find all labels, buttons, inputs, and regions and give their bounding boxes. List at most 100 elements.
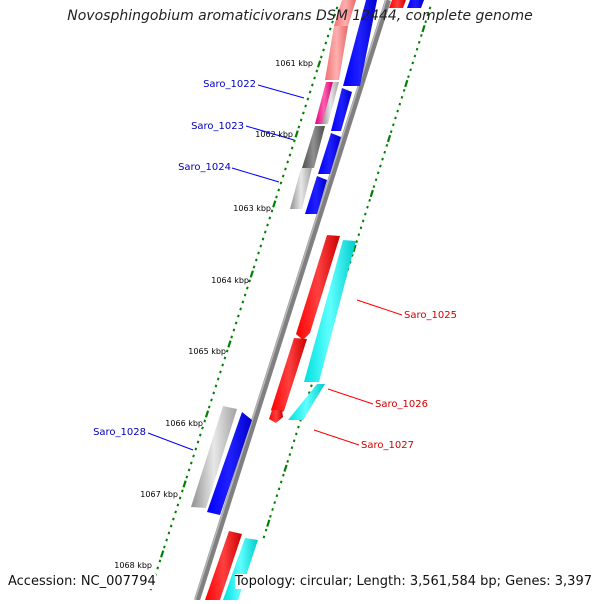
backbone bbox=[194, 0, 391, 601]
minor-tick bbox=[402, 88, 406, 92]
minor-tick bbox=[424, 20, 428, 24]
minor-tick bbox=[288, 453, 292, 456]
minor-tick bbox=[351, 253, 354, 257]
scale-label: 1063 kbp bbox=[233, 204, 271, 213]
leader-saro-1027 bbox=[313, 429, 360, 446]
scale-label: 1066 kbp bbox=[165, 419, 203, 428]
minor-tick bbox=[262, 535, 266, 539]
minor-tick bbox=[176, 503, 180, 507]
minor-tick bbox=[383, 150, 387, 154]
backbone-line bbox=[194, 0, 391, 601]
gene-blue-top bbox=[343, 0, 377, 86]
minor-tick bbox=[266, 223, 269, 227]
minor-tick bbox=[237, 314, 240, 318]
gene-label-saro-1027[interactable]: Saro_1027 bbox=[361, 440, 414, 451]
minor-tick bbox=[169, 524, 173, 528]
minor-tick bbox=[178, 496, 182, 500]
minor-tick bbox=[174, 510, 177, 514]
minor-tick bbox=[221, 363, 225, 367]
gene-label-saro-1028[interactable]: Saro_1028 bbox=[93, 427, 146, 438]
gene-blue-topright bbox=[407, 0, 424, 8]
minor-tick bbox=[196, 440, 200, 444]
minor-tick bbox=[357, 233, 361, 237]
minor-tick bbox=[167, 531, 171, 535]
minor-tick bbox=[281, 174, 285, 178]
minor-tick bbox=[389, 130, 393, 134]
minor-tick bbox=[165, 538, 168, 542]
gene-label-saro-1026[interactable]: Saro_1026 bbox=[375, 399, 428, 410]
minor-tick bbox=[297, 125, 301, 129]
major-tick bbox=[404, 79, 409, 88]
minor-tick bbox=[328, 27, 332, 31]
minor-tick bbox=[286, 459, 289, 463]
minor-tick bbox=[246, 286, 249, 290]
gene-saro-1028 bbox=[191, 406, 237, 508]
gene-label-saro-1025[interactable]: Saro_1025 bbox=[404, 310, 457, 321]
minor-tick bbox=[163, 545, 166, 549]
gene-cyan-bottom bbox=[223, 538, 258, 600]
minor-tick bbox=[181, 489, 184, 493]
gene-label-saro-1023[interactable]: Saro_1023 bbox=[191, 121, 244, 132]
gene-blue-1024 bbox=[305, 176, 327, 214]
minor-tick bbox=[214, 384, 218, 388]
minor-tick bbox=[187, 468, 191, 472]
scale-label: 1062 kbp bbox=[255, 130, 293, 139]
minor-tick bbox=[210, 398, 213, 402]
minor-tick bbox=[257, 251, 260, 255]
major-tick bbox=[160, 550, 165, 558]
minor-tick bbox=[277, 188, 281, 192]
minor-tick bbox=[363, 212, 367, 216]
minor-tick bbox=[331, 20, 334, 24]
minor-tick bbox=[394, 116, 397, 120]
map-title: Novosphingobium aromaticivorans DSM 1244… bbox=[67, 8, 533, 24]
minor-tick bbox=[277, 487, 281, 491]
scale-label: 1064 kbp bbox=[211, 276, 249, 285]
minor-tick bbox=[392, 123, 395, 127]
major-tick bbox=[272, 200, 277, 208]
minor-tick bbox=[398, 102, 402, 106]
minor-tick bbox=[219, 370, 222, 374]
minor-tick bbox=[271, 508, 274, 511]
gene-saro-1023 bbox=[302, 126, 325, 168]
major-tick bbox=[294, 130, 299, 138]
minor-tick bbox=[381, 157, 384, 161]
minor-tick bbox=[225, 349, 229, 353]
scale-label: 1067 kbp bbox=[140, 490, 178, 499]
scale-labels: 1061 kbp 1062 kbp 1063 kbp 1064 kbp 1065… bbox=[114, 59, 313, 570]
minor-tick bbox=[310, 384, 313, 388]
minor-tick bbox=[194, 447, 198, 451]
gene-blue-1023 bbox=[318, 133, 341, 174]
minor-tick bbox=[239, 307, 242, 311]
minor-tick bbox=[286, 160, 290, 164]
minor-tick bbox=[302, 111, 305, 115]
minor-tick bbox=[270, 209, 274, 213]
gene-label-saro-1022[interactable]: Saro_1022 bbox=[203, 79, 256, 90]
minor-tick bbox=[366, 205, 369, 209]
minor-tick bbox=[156, 566, 160, 570]
minor-tick bbox=[158, 559, 162, 563]
gene-blue-1022 bbox=[331, 88, 352, 131]
minor-tick bbox=[400, 95, 404, 99]
minor-tick bbox=[243, 293, 247, 297]
minor-tick bbox=[409, 68, 412, 72]
minor-tick bbox=[372, 185, 376, 189]
leader-saro-1025 bbox=[356, 299, 403, 316]
minor-tick bbox=[275, 494, 279, 498]
minor-tick bbox=[326, 34, 330, 38]
minor-tick bbox=[306, 97, 310, 101]
minor-tick bbox=[248, 279, 251, 283]
minor-tick bbox=[315, 69, 319, 73]
minor-tick bbox=[189, 461, 193, 465]
minor-tick bbox=[293, 139, 296, 143]
gene-label-saro-1024[interactable]: Saro_1024 bbox=[178, 162, 231, 173]
minor-tick bbox=[207, 405, 211, 409]
minor-tick bbox=[290, 146, 294, 150]
gene-red-bottom bbox=[205, 531, 242, 600]
gene-labels: Saro_1022 Saro_1023 Saro_1024 Saro_1028 … bbox=[93, 79, 457, 451]
minor-tick bbox=[252, 265, 256, 269]
major-tick bbox=[352, 244, 357, 253]
minor-tick bbox=[333, 13, 337, 17]
minor-tick bbox=[230, 335, 233, 339]
